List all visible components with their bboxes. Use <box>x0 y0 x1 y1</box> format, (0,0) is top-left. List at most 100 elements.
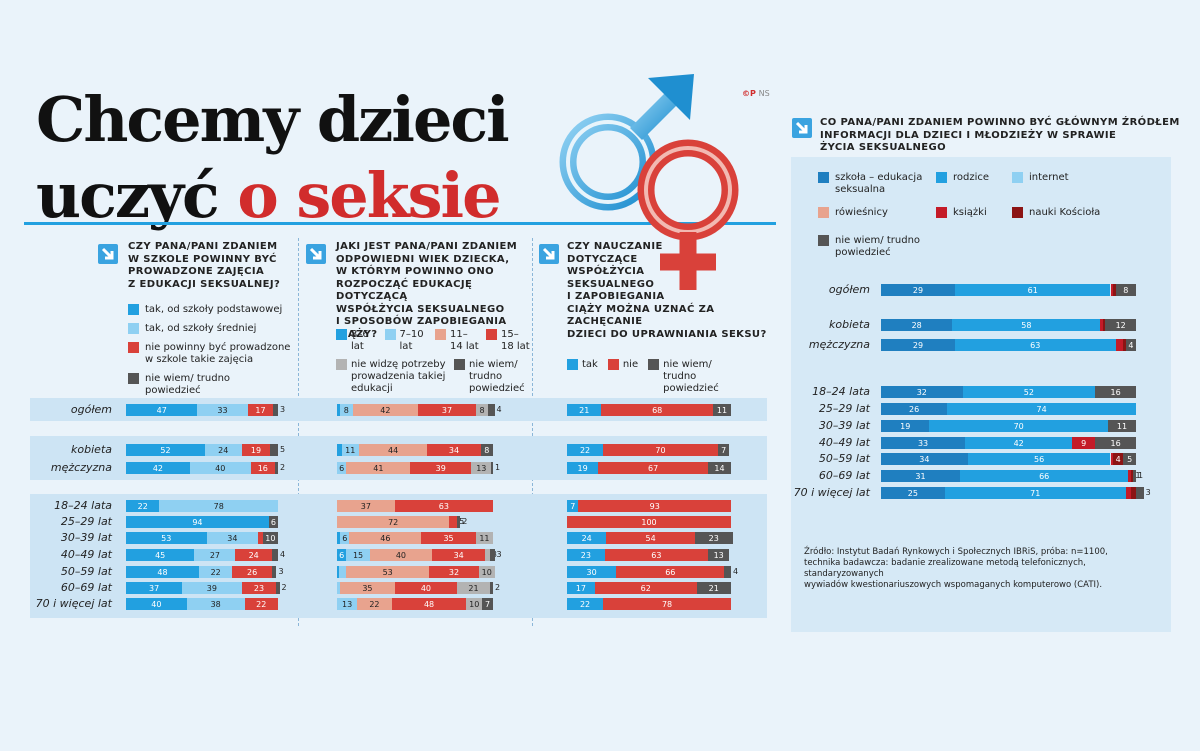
legend-swatch <box>818 172 829 183</box>
bar-segment: 22 <box>567 444 604 456</box>
legend-item: nie widzę potrzeby prowadzenia takiej ed… <box>336 359 448 395</box>
title-underline <box>24 222 776 225</box>
legend-swatch <box>567 359 578 370</box>
q1-title: Czy Pana/Pani zdaniem w szkole powinny b… <box>128 241 288 291</box>
bar-segment: 33 <box>881 437 966 449</box>
legend-item: nie powinny być prowadzone w szkole taki… <box>128 342 294 366</box>
bar-segment <box>274 462 278 474</box>
row-label: 70 i więcej lat <box>35 597 112 610</box>
bar-segment <box>337 566 339 578</box>
legend-label: 15–18 lat <box>501 329 530 352</box>
row-label: ogółem <box>70 403 112 416</box>
bar-row: 3456145 <box>881 453 1136 465</box>
row-label: mężczyzna <box>808 338 870 351</box>
source-line: Źródło: Instytut Badań Rynkowych i Społe… <box>804 547 1108 557</box>
row-label: 18–24 lata <box>54 499 112 512</box>
page-title: Chcemy dzieci uczyć o seksie <box>36 82 510 234</box>
bar-segment <box>1130 487 1136 499</box>
bar-segment <box>491 462 493 474</box>
bar-segment: 16 <box>250 462 275 474</box>
bar-row: 26 74 <box>881 403 1136 415</box>
bar-segment: 33 <box>197 404 248 416</box>
bar-segment: 39 <box>410 462 472 474</box>
bar-row: 23540212 <box>337 582 500 594</box>
bar-segment: 19 <box>567 462 599 474</box>
bar-segment: 46 <box>349 532 422 544</box>
q1-title-line: w szkole powinny być <box>128 253 277 265</box>
row-label: 40–49 lat <box>60 548 112 561</box>
legend-label: rówieśnicy <box>835 207 888 218</box>
bar-segment: 15 <box>346 549 370 561</box>
legend-item: rodzice <box>936 172 1012 196</box>
bar-segment: 40 <box>126 598 187 610</box>
bar-row: 2571223 <box>881 487 1151 499</box>
bar-segment <box>1110 284 1114 296</box>
bar-segment: 40 <box>369 549 433 561</box>
row-label: 30–39 lat <box>60 531 112 544</box>
q1-legend: tak, od szkoły podstawowej tak, od szkoł… <box>128 304 294 397</box>
bar-segment: 58 <box>952 319 1101 331</box>
bar-segment: 24 <box>567 532 607 544</box>
bar-row: 6 41 39 13 1 <box>337 462 500 474</box>
row-label: 18–24 lata <box>812 385 870 398</box>
q2-title-line: w którym powinno ono <box>336 266 495 277</box>
bar-segment: 52 <box>126 444 206 456</box>
bar-segment: 19 <box>241 444 271 456</box>
bar-segment: 42 <box>126 462 190 474</box>
legend-swatch <box>607 359 619 370</box>
legend-swatch <box>486 329 497 340</box>
bar-segment: 63 <box>604 549 709 561</box>
bar-segment: 35 <box>340 582 395 594</box>
bar-segment: 10 <box>262 532 278 544</box>
legend-item: tak <box>567 359 598 395</box>
legend-label: tak, od szkoły średniej <box>145 323 257 334</box>
q2-title-line: rozpocząć edukację dotyczącą <box>336 278 473 303</box>
bar-segment: 21 <box>696 582 731 594</box>
q2-title-line: współżycia seksualnego <box>336 303 505 315</box>
bar-segment: 30 <box>567 566 617 578</box>
bar-value-label: 3 <box>1145 488 1151 497</box>
legend-label: nie wiem/ trudno powiedzieć <box>145 373 231 396</box>
q3-title-line: i zapobiegania <box>567 291 665 302</box>
bar-segment: 74 <box>947 403 1136 415</box>
q3-title-line: dzieci do uprawniania seksu? <box>567 328 767 340</box>
bar-segment: 8 <box>1115 284 1136 296</box>
legend-swatch <box>818 235 829 246</box>
bar-segment: 29 <box>881 339 955 351</box>
legend-label: nie widzę potrzeby prowadzenia takiej ed… <box>351 359 446 394</box>
bar-segment: 34 <box>432 549 486 561</box>
bar-segment <box>1110 453 1114 465</box>
bar-value-label: 1 <box>1135 471 1141 480</box>
bar-segment: 22 <box>126 500 160 512</box>
row-label: 30–39 lat <box>818 419 870 432</box>
bar-segment <box>337 582 341 594</box>
bar-value-label: 4 <box>496 405 502 414</box>
row-label: 25–29 lat <box>60 515 112 528</box>
bar-value-label: 2 <box>462 517 468 526</box>
bar-segment: 37 <box>337 500 395 512</box>
legend-label: 7–10 lat <box>399 329 424 352</box>
bar-segment: 8 <box>475 404 489 416</box>
bar-value-label: 4 <box>280 550 286 559</box>
bar-segment: 56 <box>967 453 1111 465</box>
q3-title-line: seksualnego <box>567 278 655 290</box>
row-label: 50–59 lat <box>818 452 870 465</box>
bar-segment: 40 <box>189 462 251 474</box>
legend-item: 11–14 lat <box>435 329 480 353</box>
bar-segment: 13 <box>337 598 358 610</box>
bar-row: 32 52 16 <box>881 386 1136 398</box>
bar-segment: 66 <box>960 470 1129 482</box>
bar-segment: 70 <box>929 420 1108 432</box>
bar-value-label: 3 <box>280 405 286 414</box>
credit-symbols: ©P <box>742 89 756 98</box>
q2-title-line: Jaki jest Pana/Pani zdaniem <box>336 241 518 252</box>
row-label: 25–29 lat <box>818 402 870 415</box>
legend-swatch <box>648 359 660 370</box>
q3-title-line: dotyczące <box>567 253 638 265</box>
bar-segment: 17 <box>567 582 595 594</box>
legend-label: tak <box>582 359 598 370</box>
bar-segment: 37 <box>126 582 183 594</box>
bar-segment: 28 <box>881 319 953 331</box>
bar-segment: 11 <box>1107 420 1136 432</box>
